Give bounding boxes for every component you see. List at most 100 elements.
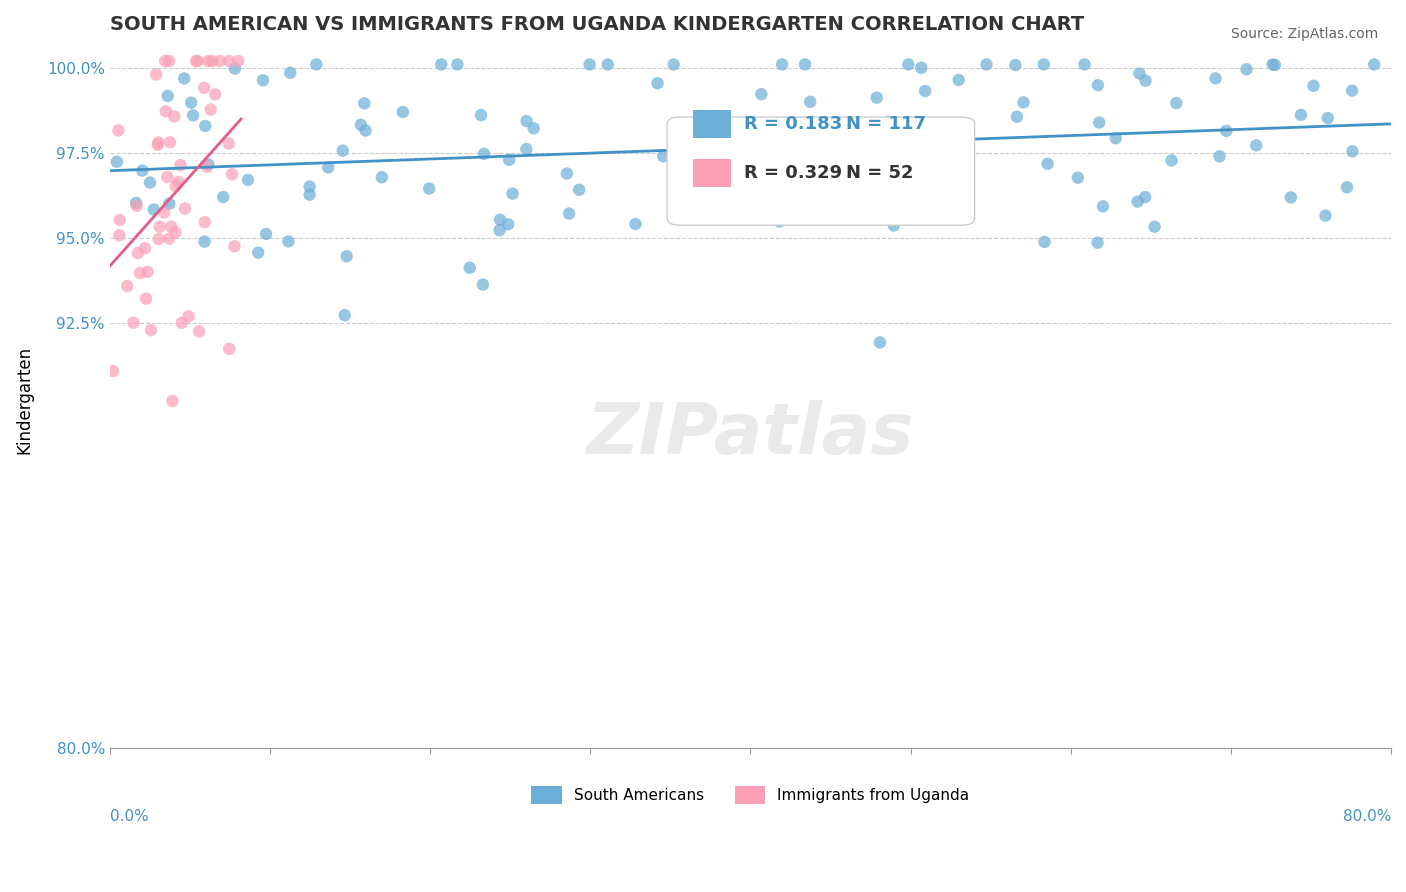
- Text: N = 117: N = 117: [846, 115, 927, 133]
- Point: [1032, 57, 1054, 71]
- Point: [157, 196, 180, 211]
- Text: 0.0%: 0.0%: [110, 809, 149, 824]
- Point: [1088, 115, 1111, 129]
- Point: [1143, 219, 1166, 234]
- Point: [1289, 108, 1312, 122]
- Point: [163, 110, 186, 124]
- Point: [1261, 57, 1284, 71]
- Point: [1341, 84, 1364, 98]
- Point: [254, 227, 277, 241]
- Point: [751, 87, 773, 102]
- Point: [1036, 157, 1059, 171]
- Point: [733, 139, 755, 153]
- Point: [201, 54, 224, 68]
- Point: [194, 235, 217, 249]
- Point: [105, 154, 128, 169]
- Point: [1105, 131, 1128, 145]
- Text: R = 0.183: R = 0.183: [744, 115, 842, 133]
- Point: [200, 103, 222, 117]
- Y-axis label: Kindergarten: Kindergarten: [15, 345, 32, 453]
- Point: [236, 173, 259, 187]
- Point: [489, 212, 512, 227]
- Text: ZIPatlas: ZIPatlas: [586, 400, 914, 469]
- Point: [188, 324, 211, 338]
- Point: [278, 66, 301, 80]
- Point: [170, 316, 193, 330]
- Point: [336, 249, 359, 263]
- Point: [371, 170, 394, 185]
- Point: [197, 54, 219, 68]
- Point: [1073, 57, 1095, 71]
- Point: [193, 80, 215, 95]
- Point: [218, 54, 240, 68]
- Point: [1341, 145, 1364, 159]
- Legend: South Americans, Immigrants from Uganda: South Americans, Immigrants from Uganda: [524, 780, 976, 810]
- Point: [1205, 71, 1227, 86]
- Point: [652, 149, 675, 163]
- Point: [148, 136, 170, 150]
- Point: [758, 163, 780, 178]
- Point: [392, 105, 415, 120]
- Bar: [693, 110, 731, 138]
- Point: [1128, 66, 1150, 80]
- Point: [458, 260, 481, 275]
- Point: [212, 190, 235, 204]
- Point: [316, 161, 339, 175]
- Point: [515, 142, 537, 156]
- Point: [647, 76, 669, 90]
- Point: [1244, 138, 1267, 153]
- Point: [177, 310, 200, 324]
- Point: [1215, 124, 1237, 138]
- Point: [1005, 110, 1028, 124]
- Point: [156, 89, 179, 103]
- Point: [131, 163, 153, 178]
- Point: [470, 108, 492, 122]
- Point: [108, 213, 131, 227]
- Point: [568, 183, 591, 197]
- Point: [157, 232, 180, 246]
- Point: [174, 202, 197, 216]
- Point: [204, 87, 226, 102]
- Point: [139, 323, 162, 337]
- Point: [167, 175, 190, 189]
- Point: [208, 54, 231, 68]
- Point: [332, 144, 354, 158]
- Point: [471, 277, 494, 292]
- Point: [155, 104, 177, 119]
- Point: [115, 279, 138, 293]
- Point: [173, 71, 195, 86]
- Point: [194, 119, 217, 133]
- Point: [1336, 180, 1358, 194]
- Point: [298, 187, 321, 202]
- Point: [305, 57, 328, 71]
- Point: [683, 195, 706, 210]
- Point: [181, 108, 204, 122]
- Point: [897, 57, 920, 71]
- Point: [146, 137, 169, 152]
- Point: [1160, 153, 1182, 168]
- Point: [818, 135, 841, 149]
- Point: [498, 153, 520, 167]
- Point: [858, 183, 880, 197]
- Point: [169, 158, 191, 172]
- Point: [948, 73, 970, 87]
- Point: [555, 167, 578, 181]
- Point: [187, 54, 209, 68]
- Point: [765, 170, 787, 185]
- Point: [160, 219, 183, 234]
- Point: [142, 202, 165, 217]
- Point: [134, 241, 156, 255]
- Point: [101, 364, 124, 378]
- Point: [218, 136, 240, 151]
- Point: [914, 84, 936, 98]
- Point: [976, 57, 998, 71]
- Point: [1091, 199, 1114, 213]
- Point: [180, 95, 202, 110]
- Point: [1004, 58, 1026, 72]
- Point: [122, 316, 145, 330]
- Point: [869, 335, 891, 350]
- Point: [1315, 209, 1337, 223]
- Point: [298, 179, 321, 194]
- Point: [224, 239, 246, 253]
- Point: [418, 181, 440, 195]
